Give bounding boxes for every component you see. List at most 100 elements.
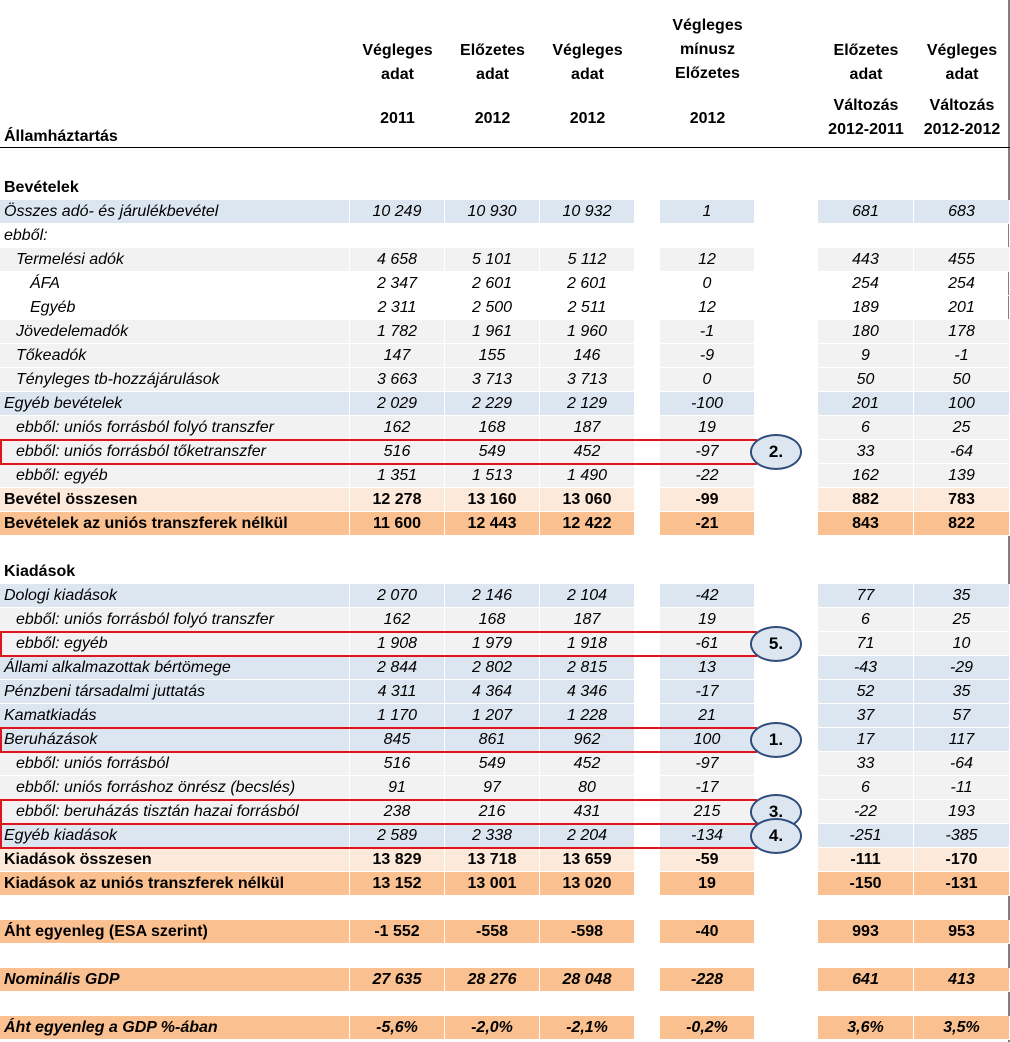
value-cell-col-2[interactable]: 2 146 (445, 584, 540, 608)
value-cell-col-2[interactable]: 168 (445, 416, 540, 440)
value-cell-col-6[interactable]: 50 (914, 368, 1010, 392)
value-cell-col-3[interactable]: 2 511 (540, 296, 635, 320)
value-cell-col-4[interactable]: 100 (660, 728, 755, 752)
value-cell-col-5[interactable]: 17 (818, 728, 914, 752)
value-cell-col-3[interactable]: 187 (540, 416, 635, 440)
value-cell-col-5[interactable]: -111 (818, 848, 914, 872)
value-cell-col-6[interactable]: 117 (914, 728, 1010, 752)
row-label[interactable]: Egyéb kiadások (0, 824, 350, 848)
value-cell-col-1[interactable]: -5,6% (350, 1016, 445, 1040)
value-cell-col-5[interactable]: -22 (818, 800, 914, 824)
value-cell-col-6[interactable]: -170 (914, 848, 1010, 872)
value-cell-col-6[interactable]: 25 (914, 416, 1010, 440)
row-label[interactable]: Bevételek az uniós transzferek nélkül (0, 512, 350, 536)
value-cell-col-1[interactable]: 4 658 (350, 248, 445, 272)
value-cell-col-5[interactable]: 6 (818, 776, 914, 800)
value-cell-col-2[interactable]: 13 160 (445, 488, 540, 512)
row-label[interactable]: ÁFA (0, 272, 350, 296)
value-cell-col-6[interactable]: 3,5% (914, 1016, 1010, 1040)
value-cell-col-6[interactable] (914, 224, 1010, 248)
row-label[interactable]: Bevételek (0, 176, 350, 200)
value-cell-col-5[interactable]: 33 (818, 440, 914, 464)
value-cell-col-3[interactable] (540, 224, 635, 248)
row-label[interactable]: Nominális GDP (0, 968, 350, 992)
value-cell-col-1[interactable]: 1 782 (350, 320, 445, 344)
value-cell-col-3[interactable]: 452 (540, 752, 635, 776)
value-cell-col-4[interactable]: 1 (660, 200, 755, 224)
value-cell-col-6[interactable]: 455 (914, 248, 1010, 272)
value-cell-col-3[interactable]: 28 048 (540, 968, 635, 992)
value-cell-col-2[interactable]: -2,0% (445, 1016, 540, 1040)
row-label[interactable]: Kiadások összesen (0, 848, 350, 872)
value-cell-col-1[interactable]: 3 663 (350, 368, 445, 392)
row-label[interactable] (0, 944, 350, 968)
value-cell-col-3[interactable]: 12 422 (540, 512, 635, 536)
value-cell-col-6[interactable]: 683 (914, 200, 1010, 224)
value-cell-col-2[interactable]: 1 961 (445, 320, 540, 344)
value-cell-col-1[interactable]: 516 (350, 440, 445, 464)
value-cell-col-3[interactable]: 80 (540, 776, 635, 800)
row-label[interactable]: ebből: uniós forrásból folyó transzfer (0, 416, 350, 440)
value-cell-col-4[interactable]: -21 (660, 512, 755, 536)
value-cell-col-1[interactable]: 13 152 (350, 872, 445, 896)
value-cell-col-5[interactable]: 77 (818, 584, 914, 608)
value-cell-col-5[interactable]: 443 (818, 248, 914, 272)
row-label[interactable]: Tőkeadók (0, 344, 350, 368)
value-cell-col-1[interactable]: 91 (350, 776, 445, 800)
value-cell-col-6[interactable]: -1 (914, 344, 1010, 368)
value-cell-col-2[interactable]: 97 (445, 776, 540, 800)
value-cell-col-5[interactable]: 641 (818, 968, 914, 992)
value-cell-col-2[interactable]: 2 229 (445, 392, 540, 416)
value-cell-col-3[interactable]: -2,1% (540, 1016, 635, 1040)
value-cell-col-5[interactable]: 993 (818, 920, 914, 944)
value-cell-col-1[interactable]: 4 311 (350, 680, 445, 704)
value-cell-col-4[interactable]: -40 (660, 920, 755, 944)
value-cell-col-2[interactable]: 12 443 (445, 512, 540, 536)
row-label[interactable]: ebből: (0, 224, 350, 248)
row-label[interactable]: ebből: uniós forrásból folyó transzfer (0, 608, 350, 632)
value-cell-col-1[interactable]: 845 (350, 728, 445, 752)
value-cell-col-1[interactable]: 2 070 (350, 584, 445, 608)
value-cell-col-6[interactable]: 139 (914, 464, 1010, 488)
value-cell-col-2[interactable]: 549 (445, 752, 540, 776)
value-cell-col-3[interactable]: 3 713 (540, 368, 635, 392)
value-cell-col-5[interactable]: -43 (818, 656, 914, 680)
value-cell-col-6[interactable]: 35 (914, 584, 1010, 608)
value-cell-col-6[interactable]: 413 (914, 968, 1010, 992)
value-cell-col-4[interactable]: 19 (660, 416, 755, 440)
row-label[interactable] (0, 896, 350, 920)
row-label[interactable]: Beruházások (0, 728, 350, 752)
value-cell-col-4[interactable]: -17 (660, 776, 755, 800)
value-cell-col-3[interactable]: 10 932 (540, 200, 635, 224)
value-cell-col-1[interactable]: 13 829 (350, 848, 445, 872)
value-cell-col-5[interactable]: 71 (818, 632, 914, 656)
value-cell-col-2[interactable]: 4 364 (445, 680, 540, 704)
value-cell-col-6[interactable]: 193 (914, 800, 1010, 824)
row-label[interactable]: ebből: uniós forráshoz önrész (becslés) (0, 776, 350, 800)
value-cell-col-1[interactable]: 147 (350, 344, 445, 368)
value-cell-col-5[interactable]: 180 (818, 320, 914, 344)
value-cell-col-4[interactable]: 21 (660, 704, 755, 728)
value-cell-col-1[interactable]: 12 278 (350, 488, 445, 512)
value-cell-col-6[interactable]: 783 (914, 488, 1010, 512)
value-cell-col-5[interactable]: 882 (818, 488, 914, 512)
value-cell-col-3[interactable]: 13 659 (540, 848, 635, 872)
value-cell-col-4[interactable]: 0 (660, 272, 755, 296)
value-cell-col-4[interactable]: 12 (660, 248, 755, 272)
value-cell-col-4[interactable]: -99 (660, 488, 755, 512)
value-cell-col-5[interactable]: 162 (818, 464, 914, 488)
value-cell-col-5[interactable]: 189 (818, 296, 914, 320)
row-label[interactable]: Kiadások az uniós transzferek nélkül (0, 872, 350, 896)
row-label[interactable]: Egyéb (0, 296, 350, 320)
value-cell-col-1[interactable]: 1 351 (350, 464, 445, 488)
value-cell-col-5[interactable]: 50 (818, 368, 914, 392)
value-cell-col-1[interactable]: 11 600 (350, 512, 445, 536)
value-cell-col-6[interactable]: -64 (914, 440, 1010, 464)
value-cell-col-1[interactable]: 2 844 (350, 656, 445, 680)
value-cell-col-4[interactable]: -228 (660, 968, 755, 992)
value-cell-col-5[interactable]: -251 (818, 824, 914, 848)
value-cell-col-2[interactable] (445, 224, 540, 248)
value-cell-col-2[interactable]: 3 713 (445, 368, 540, 392)
row-label[interactable]: ebből: uniós forrásból (0, 752, 350, 776)
value-cell-col-5[interactable]: 6 (818, 608, 914, 632)
